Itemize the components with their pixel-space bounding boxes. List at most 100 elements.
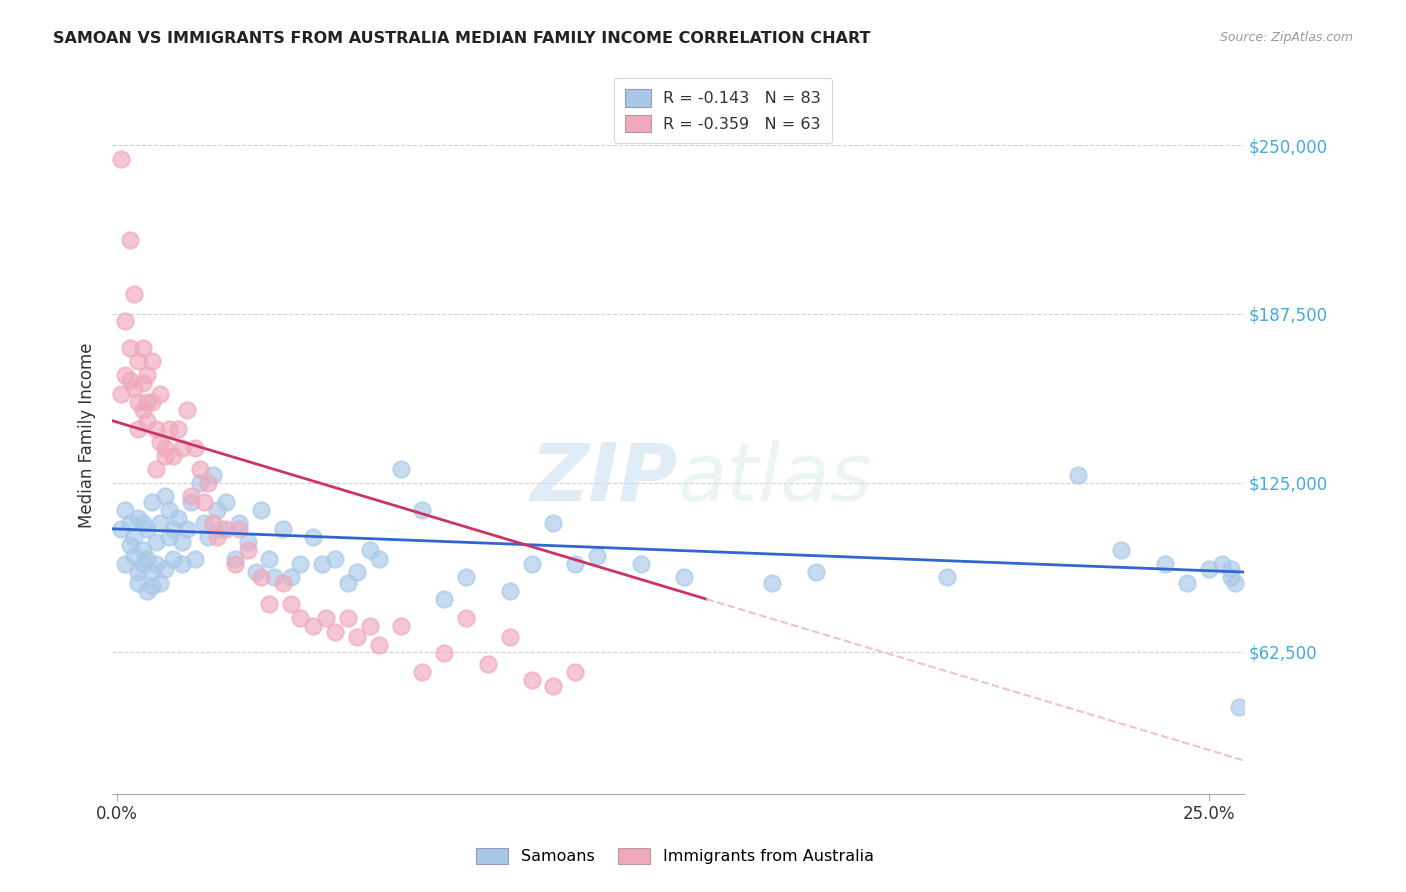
- Text: SAMOAN VS IMMIGRANTS FROM AUSTRALIA MEDIAN FAMILY INCOME CORRELATION CHART: SAMOAN VS IMMIGRANTS FROM AUSTRALIA MEDI…: [53, 31, 870, 46]
- Point: [176, 522, 198, 536]
- Point: [315, 611, 337, 625]
- Point: [145, 422, 167, 436]
- Point: [162, 449, 184, 463]
- Point: [630, 557, 652, 571]
- Point: [132, 376, 155, 390]
- Point: [136, 584, 159, 599]
- Point: [184, 441, 207, 455]
- Point: [935, 570, 957, 584]
- Point: [454, 611, 477, 625]
- Point: [149, 435, 172, 450]
- Point: [367, 551, 389, 566]
- Point: [228, 516, 250, 531]
- Point: [118, 373, 141, 387]
- Point: [132, 403, 155, 417]
- Point: [543, 679, 565, 693]
- Point: [141, 495, 163, 509]
- Point: [157, 422, 180, 436]
- Point: [302, 619, 325, 633]
- Point: [288, 611, 311, 625]
- Point: [118, 538, 141, 552]
- Point: [1211, 557, 1233, 571]
- Point: [149, 386, 172, 401]
- Point: [323, 624, 346, 639]
- Point: [127, 565, 149, 579]
- Point: [141, 565, 163, 579]
- Point: [145, 462, 167, 476]
- Point: [804, 565, 827, 579]
- Point: [127, 394, 149, 409]
- Point: [215, 522, 238, 536]
- Point: [141, 578, 163, 592]
- Point: [122, 530, 145, 544]
- Point: [249, 503, 271, 517]
- Point: [499, 584, 522, 599]
- Text: ZIP: ZIP: [530, 440, 678, 517]
- Point: [114, 557, 136, 571]
- Point: [302, 530, 325, 544]
- Point: [346, 565, 368, 579]
- Point: [153, 441, 176, 455]
- Point: [236, 535, 259, 549]
- Point: [157, 530, 180, 544]
- Point: [367, 638, 389, 652]
- Point: [411, 503, 433, 517]
- Point: [564, 557, 586, 571]
- Point: [110, 152, 132, 166]
- Point: [205, 503, 228, 517]
- Point: [176, 403, 198, 417]
- Point: [586, 549, 609, 563]
- Point: [761, 575, 783, 590]
- Point: [1198, 562, 1220, 576]
- Point: [454, 570, 477, 584]
- Point: [157, 503, 180, 517]
- Point: [122, 381, 145, 395]
- Point: [180, 489, 202, 503]
- Point: [127, 511, 149, 525]
- Point: [411, 665, 433, 679]
- Point: [172, 535, 194, 549]
- Point: [245, 565, 267, 579]
- Point: [132, 516, 155, 531]
- Legend: Samoans, Immigrants from Australia: Samoans, Immigrants from Australia: [470, 841, 880, 871]
- Point: [389, 619, 412, 633]
- Point: [259, 551, 281, 566]
- Point: [193, 495, 215, 509]
- Point: [188, 462, 211, 476]
- Point: [323, 551, 346, 566]
- Point: [145, 535, 167, 549]
- Point: [149, 516, 172, 531]
- Point: [280, 598, 302, 612]
- Point: [197, 530, 219, 544]
- Point: [136, 368, 159, 382]
- Point: [564, 665, 586, 679]
- Point: [520, 673, 543, 688]
- Point: [288, 557, 311, 571]
- Point: [127, 575, 149, 590]
- Point: [193, 516, 215, 531]
- Point: [114, 368, 136, 382]
- Point: [127, 422, 149, 436]
- Point: [141, 354, 163, 368]
- Point: [122, 549, 145, 563]
- Point: [271, 522, 294, 536]
- Point: [114, 314, 136, 328]
- Point: [118, 516, 141, 531]
- Point: [1066, 467, 1088, 482]
- Point: [118, 341, 141, 355]
- Point: [153, 489, 176, 503]
- Point: [136, 414, 159, 428]
- Point: [280, 570, 302, 584]
- Point: [271, 575, 294, 590]
- Text: atlas: atlas: [678, 440, 873, 517]
- Point: [153, 562, 176, 576]
- Point: [263, 570, 285, 584]
- Point: [337, 575, 360, 590]
- Point: [1223, 575, 1246, 590]
- Point: [136, 551, 159, 566]
- Point: [118, 233, 141, 247]
- Point: [215, 495, 238, 509]
- Point: [236, 543, 259, 558]
- Point: [337, 611, 360, 625]
- Point: [1111, 543, 1133, 558]
